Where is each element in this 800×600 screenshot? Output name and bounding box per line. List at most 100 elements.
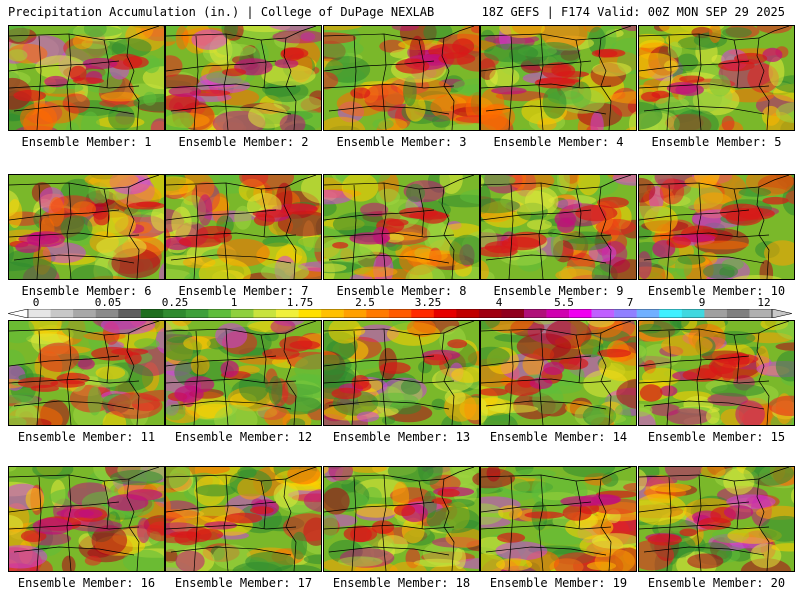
ensemble-map-panel <box>638 320 795 426</box>
precip-map <box>166 467 321 571</box>
ensemble-member-label: Ensemble Member: 5 <box>651 135 782 149</box>
ensemble-map-panel <box>638 174 795 280</box>
colorbar-swatch <box>343 309 367 318</box>
ensemble-map-panel <box>8 320 165 426</box>
ensemble-map-panel <box>480 174 637 280</box>
precip-map <box>324 321 479 425</box>
header: Precipitation Accumulation (in.) | Colle… <box>0 0 800 24</box>
colorbar-swatch <box>524 309 547 318</box>
ensemble-member-label: Ensemble Member: 10 <box>647 284 786 298</box>
ensemble-map-panel <box>323 25 480 131</box>
colorbar-swatch <box>50 309 74 318</box>
colorbar-swatch <box>478 309 502 318</box>
colorbar-swatch <box>614 309 637 318</box>
ensemble-map-panel <box>323 466 480 572</box>
colorbar-swatch <box>28 309 51 318</box>
colorbar-tick-label: 3.25 <box>414 296 442 309</box>
ensemble-member-label: Ensemble Member: 20 <box>647 576 786 590</box>
colorbar-swatch <box>253 309 277 318</box>
precip-map <box>9 467 164 571</box>
colorbar: 0 0.05 0.25 1 1.75 2.5 3.25 4 5.5 7 9 12 <box>8 296 792 321</box>
ensemble-map-panel <box>8 466 165 572</box>
colorbar-swatch <box>73 309 96 318</box>
colorbar-swatch <box>276 309 299 318</box>
colorbar-labels: 0 0.05 0.25 1 1.75 2.5 3.25 4 5.5 7 9 12 <box>8 296 792 309</box>
ensemble-map-panel <box>323 320 480 426</box>
colorbar-tick-label: 2.5 <box>355 296 375 309</box>
precip-map <box>324 175 479 279</box>
ensemble-map-panel <box>8 25 165 131</box>
colorbar-tick-label: 0.05 <box>94 296 122 309</box>
ensemble-member-label: Ensemble Member: 2 <box>178 135 309 149</box>
ensemble-map-panel <box>165 174 322 280</box>
colorbar-tick-label: 1 <box>230 296 238 309</box>
colorbar-tick-label: 7 <box>626 296 634 309</box>
colorbar-swatch <box>749 309 773 318</box>
precip-map <box>639 467 794 571</box>
colorbar-max-arrow <box>771 309 792 318</box>
colorbar-swatch <box>433 309 457 318</box>
precip-map <box>9 26 164 130</box>
ensemble-map-panel <box>480 320 637 426</box>
precip-map <box>481 321 636 425</box>
colorbar-swatch <box>411 309 435 318</box>
ensemble-map-panel <box>165 25 322 131</box>
colorbar-swatch <box>456 309 480 318</box>
precip-map <box>166 26 321 130</box>
ensemble-member-label: Ensemble Member: 9 <box>493 284 624 298</box>
ensemble-member-label: Ensemble Member: 4 <box>493 135 624 149</box>
ensemble-member-label: Ensemble Member: 11 <box>17 430 156 444</box>
ensemble-map-panel <box>165 320 322 426</box>
ensemble-map-panel <box>638 466 795 572</box>
precip-map <box>481 26 636 130</box>
colorbar-swatch <box>388 309 412 318</box>
colorbar-swatch <box>163 309 187 318</box>
ensemble-member-label: Ensemble Member: 8 <box>336 284 467 298</box>
ensemble-member-label: Ensemble Member: 19 <box>489 576 628 590</box>
ensemble-member-label: Ensemble Member: 15 <box>647 430 786 444</box>
precip-map <box>324 26 479 130</box>
ensemble-member-label: Ensemble Member: 18 <box>332 576 471 590</box>
colorbar-swatch <box>298 309 322 318</box>
colorbar-swatch <box>230 309 254 318</box>
colorbar-swatch <box>118 309 141 318</box>
colorbar-swatch <box>321 309 344 318</box>
colorbar-tick-label: 1.75 <box>286 296 314 309</box>
ensemble-member-label: Ensemble Member: 13 <box>332 430 471 444</box>
ensemble-member-label: Ensemble Member: 1 <box>21 135 152 149</box>
colorbar-swatch <box>636 309 660 318</box>
colorbar-swatch <box>659 309 683 318</box>
colorbar-tick-label: 0 <box>32 296 40 309</box>
ensemble-map-panel <box>8 174 165 280</box>
precip-map <box>9 321 164 425</box>
colorbar-tick-label: 5.5 <box>554 296 574 309</box>
ensemble-map-panel <box>638 25 795 131</box>
valid-time: 18Z GEFS | F174 Valid: 00Z MON SEP 29 20… <box>481 5 785 19</box>
colorbar-tick-label: 12 <box>757 296 771 309</box>
ensemble-member-label: Ensemble Member: 14 <box>489 430 628 444</box>
colorbar-tick-label: 4 <box>495 296 503 309</box>
colorbar-tick-label: 9 <box>698 296 706 309</box>
ensemble-member-label: Ensemble Member: 17 <box>174 576 313 590</box>
precip-map <box>166 175 321 279</box>
precip-map <box>9 175 164 279</box>
precip-map <box>639 175 794 279</box>
colorbar-scale <box>8 309 792 318</box>
colorbar-swatch <box>726 309 750 318</box>
ensemble-member-label: Ensemble Member: 12 <box>174 430 313 444</box>
precip-map <box>639 26 794 130</box>
precip-map <box>639 321 794 425</box>
colorbar-swatch <box>140 309 164 318</box>
map-title: Precipitation Accumulation (in.) | Colle… <box>8 5 435 19</box>
ensemble-map-panel <box>480 25 637 131</box>
precip-map <box>324 467 479 571</box>
precip-map <box>481 467 636 571</box>
colorbar-swatch <box>366 309 389 318</box>
colorbar-swatch <box>501 309 525 318</box>
ensemble-map-panel <box>480 466 637 572</box>
colorbar-swatch <box>185 309 209 318</box>
colorbar-swatch <box>569 309 592 318</box>
ensemble-member-label: Ensemble Member: 7 <box>178 284 309 298</box>
colorbar-tick-label: 0.25 <box>161 296 189 309</box>
colorbar-min-arrow <box>8 309 29 318</box>
